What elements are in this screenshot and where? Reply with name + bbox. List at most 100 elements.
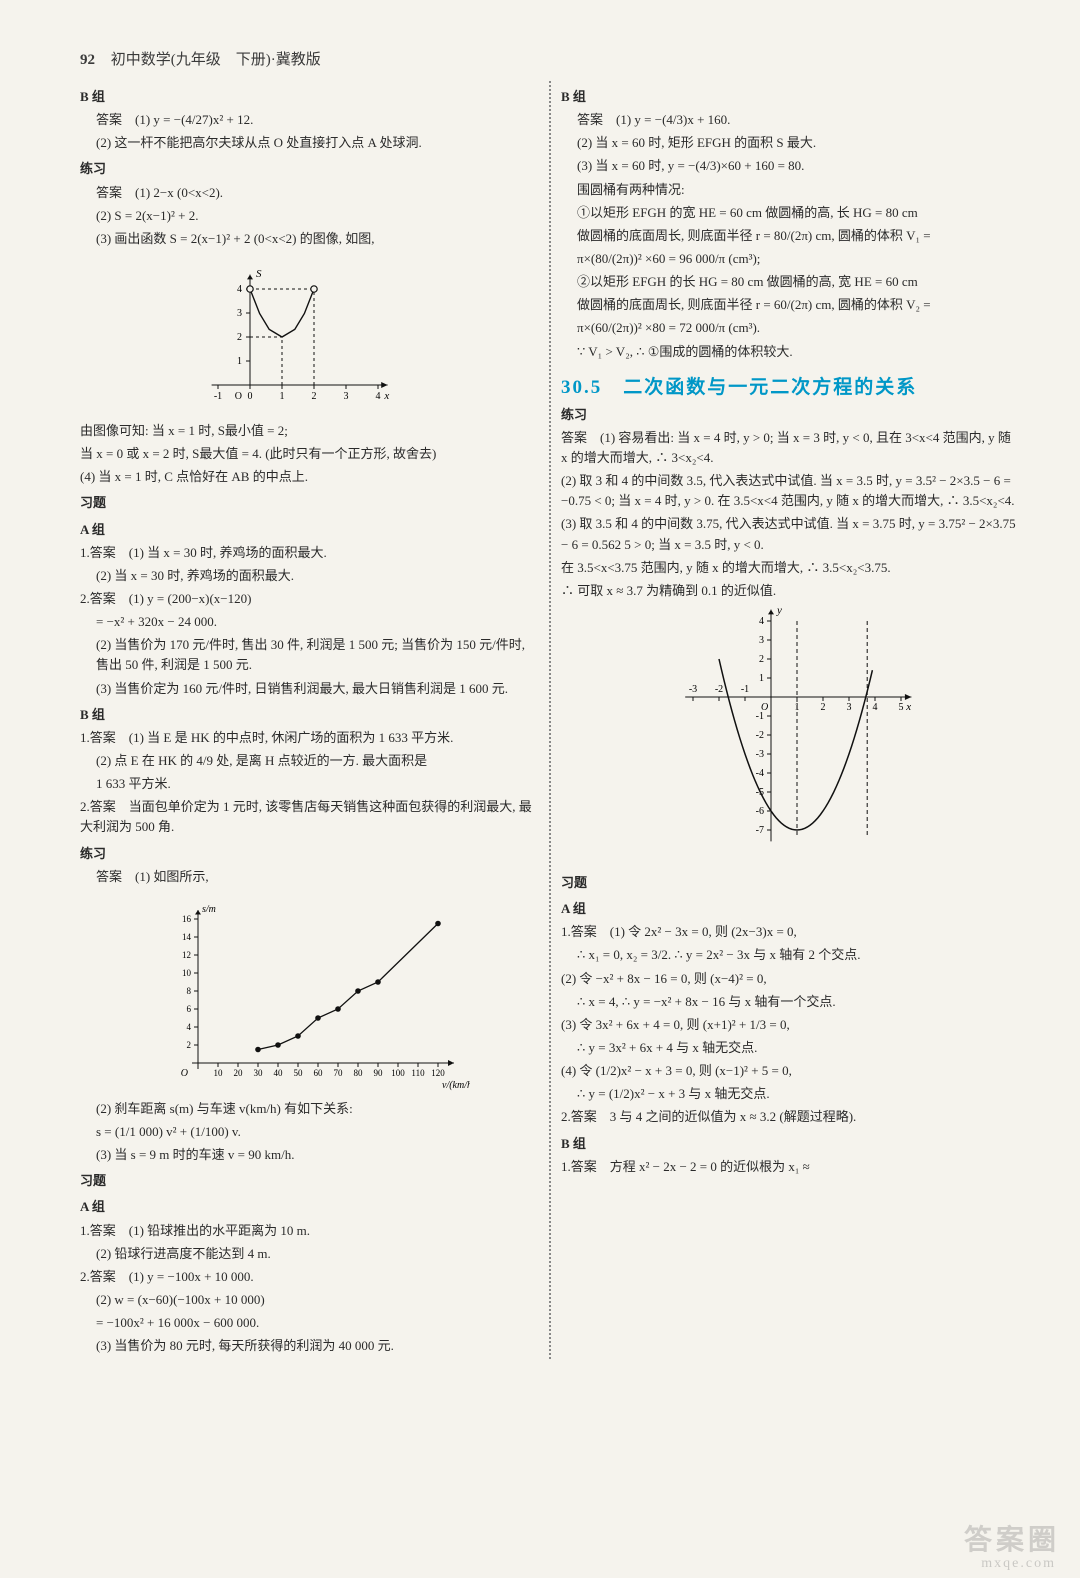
svg-text:12: 12 bbox=[182, 950, 191, 960]
figure-parabola-y: -3-2-112345-7-6-5-4-3-2-11234Oxy bbox=[561, 607, 1020, 867]
svg-text:50: 50 bbox=[293, 1068, 303, 1078]
svg-text:-3: -3 bbox=[755, 749, 763, 760]
text: (2) w = (x−60)(−100x + 10 000) bbox=[80, 1290, 539, 1310]
text: 1.答案 (1) 当 E 是 HK 的中点时, 休闲广场的面积为 1 633 平… bbox=[80, 728, 539, 748]
svg-text:16: 16 bbox=[182, 914, 192, 924]
column-divider bbox=[549, 81, 551, 1359]
left-column: B 组 答案 (1) y = −(4/27)x² + 12. (2) 这一杆不能… bbox=[80, 81, 539, 1359]
text: (2) 当 x = 60 时, 矩形 EFGH 的面积 S 最大. bbox=[561, 133, 1020, 153]
group-b-label: B 组 bbox=[80, 87, 539, 107]
svg-text:70: 70 bbox=[333, 1068, 343, 1078]
text: (2) 当售价为 170 元/件时, 售出 30 件, 利润是 1 500 元;… bbox=[80, 635, 539, 675]
group-b-label: B 组 bbox=[561, 1134, 1020, 1154]
svg-text:y: y bbox=[776, 607, 782, 616]
right-column: B 组 答案 (1) y = −(4/3)x + 160. (2) 当 x = … bbox=[561, 81, 1020, 1359]
text: 1.答案 (1) 铅球推出的水平距离为 10 m. bbox=[80, 1221, 539, 1241]
text: (3) 取 3.5 和 4 的中间数 3.75, 代入表达式中试值. 当 x =… bbox=[561, 514, 1020, 554]
text: (2) 这一杆不能把高尔夫球从点 O 处直接打入点 A 处球洞. bbox=[80, 133, 539, 153]
text: (2) 令 −x² + 8x − 16 = 0, 则 (x−4)² = 0, bbox=[561, 969, 1020, 989]
text: 2.答案 3 与 4 之间的近似值为 x ≈ 3.2 (解题过程略). bbox=[561, 1107, 1020, 1127]
svg-text:20: 20 bbox=[233, 1068, 243, 1078]
svg-text:40: 40 bbox=[273, 1068, 283, 1078]
svg-text:4: 4 bbox=[186, 1022, 191, 1032]
svg-text:3: 3 bbox=[759, 635, 764, 646]
svg-text:90: 90 bbox=[373, 1068, 383, 1078]
text: 1.答案 (1) 令 2x² − 3x = 0, 则 (2x−3)x = 0, bbox=[561, 922, 1020, 942]
svg-text:4: 4 bbox=[237, 284, 242, 295]
svg-text:30: 30 bbox=[253, 1068, 263, 1078]
svg-text:0: 0 bbox=[247, 391, 252, 402]
text: ①以矩形 EFGH 的宽 HE = 60 cm 做圆桶的高, 长 HG = 80… bbox=[561, 203, 1020, 223]
svg-text:6: 6 bbox=[186, 1004, 191, 1014]
svg-text:-7: -7 bbox=[755, 825, 763, 836]
text: 2.答案 (1) y = (200−x)(x−120) bbox=[80, 589, 539, 609]
svg-text:4: 4 bbox=[872, 702, 877, 713]
text: (4) 令 (1/2)x² − x + 3 = 0, 则 (x−1)² + 5 … bbox=[561, 1061, 1020, 1081]
figure-scatter-sv: 102030405060708090100110120246810121416O… bbox=[80, 893, 539, 1093]
svg-text:-1: -1 bbox=[740, 684, 748, 695]
text: (2) S = 2(x−1)² + 2. bbox=[80, 206, 539, 226]
svg-text:S: S bbox=[256, 268, 262, 280]
text: 答案 (1) y = −(4/27)x² + 12. bbox=[80, 110, 539, 130]
group-a-label: A 组 bbox=[80, 1197, 539, 1217]
svg-text:4: 4 bbox=[759, 616, 764, 627]
xiti-label: 习题 bbox=[561, 873, 1020, 893]
text: ∴ x = 4, ∴ y = −x² + 8x − 16 与 x 轴有一个交点. bbox=[561, 992, 1020, 1012]
svg-text:-3: -3 bbox=[688, 684, 696, 695]
svg-text:80: 80 bbox=[353, 1068, 363, 1078]
svg-text:3: 3 bbox=[343, 391, 348, 402]
svg-text:1: 1 bbox=[279, 391, 284, 402]
text: (4) 当 x = 1 时, C 点恰好在 AB 的中点上. bbox=[80, 467, 539, 487]
svg-text:x: x bbox=[905, 701, 911, 713]
text: (3) 画出函数 S = 2(x−1)² + 2 (0<x<2) 的图像, 如图… bbox=[80, 229, 539, 249]
svg-text:2: 2 bbox=[311, 391, 316, 402]
svg-text:14: 14 bbox=[182, 932, 192, 942]
svg-text:5: 5 bbox=[898, 702, 903, 713]
section-heading: 30.5 二次函数与一元二次方程的关系 bbox=[561, 372, 1020, 399]
text: (3) 当 s = 9 m 时的车速 v = 90 km/h. bbox=[80, 1145, 539, 1165]
text: ∴ x₁ = 0, x₂ = 3/2. ∴ y = 2x² − 3x 与 x 轴… bbox=[561, 945, 1020, 965]
group-a-label: A 组 bbox=[80, 520, 539, 540]
svg-text:1: 1 bbox=[237, 356, 242, 367]
svg-text:3: 3 bbox=[846, 702, 851, 713]
text: (3) 令 3x² + 6x + 4 = 0, 则 (x+1)² + 1/3 =… bbox=[561, 1015, 1020, 1035]
svg-text:10: 10 bbox=[182, 968, 192, 978]
text: 当 x = 0 或 x = 2 时, S最大值 = 4. (此时只有一个正方形,… bbox=[80, 444, 539, 464]
text: 1.答案 (1) 当 x = 30 时, 养鸡场的面积最大. bbox=[80, 543, 539, 563]
text: 围圆桶有两种情况: bbox=[561, 180, 1020, 200]
text: 答案 (1) 2−x (0<x<2). bbox=[80, 183, 539, 203]
svg-text:-2: -2 bbox=[755, 730, 763, 741]
figure-parabola-s: -1012341234xSO bbox=[80, 255, 539, 415]
xiti-label: 习题 bbox=[80, 493, 539, 513]
text: = −x² + 320x − 24 000. bbox=[80, 612, 539, 632]
watermark: 答案圈 bbox=[964, 1518, 1060, 1558]
text: ∵ V₁ > V₂, ∴ ①围成的圆桶的体积较大. bbox=[561, 342, 1020, 362]
svg-text:100: 100 bbox=[391, 1068, 405, 1078]
group-b-label: B 组 bbox=[561, 87, 1020, 107]
lianxi-label: 练习 bbox=[80, 159, 539, 179]
text: s = (1/1 000) v² + (1/100) v. bbox=[80, 1122, 539, 1142]
lianxi-label: 练习 bbox=[80, 844, 539, 864]
svg-text:-4: -4 bbox=[755, 768, 763, 779]
svg-text:-2: -2 bbox=[714, 684, 722, 695]
group-a-label: A 组 bbox=[561, 899, 1020, 919]
svg-text:v/(km/h): v/(km/h) bbox=[442, 1080, 470, 1091]
svg-text:O: O bbox=[761, 702, 768, 713]
text: 1.答案 方程 x² − 2x − 2 = 0 的近似根为 x₁ ≈ bbox=[561, 1157, 1020, 1177]
svg-text:120: 120 bbox=[431, 1068, 445, 1078]
svg-text:10: 10 bbox=[213, 1068, 223, 1078]
svg-text:2: 2 bbox=[237, 332, 242, 343]
watermark-url: mxqe.com bbox=[981, 1556, 1056, 1572]
svg-text:110: 110 bbox=[411, 1068, 425, 1078]
text: π×(60/(2π))² ×80 = 72 000/π (cm³). bbox=[561, 318, 1020, 338]
text: (2) 点 E 在 HK 的 4/9 处, 是离 H 点较近的一方. 最大面积是 bbox=[80, 751, 539, 771]
text: (3) 当售价为 80 元时, 每天所获得的利润为 40 000 元. bbox=[80, 1336, 539, 1356]
text: (2) 取 3 和 4 的中间数 3.5, 代入表达式中试值. 当 x = 3.… bbox=[561, 471, 1020, 511]
svg-text:s/m: s/m bbox=[202, 904, 216, 915]
svg-text:O: O bbox=[234, 391, 241, 402]
text: 做圆桶的底面周长, 则底面半径 r = 80/(2π) cm, 圆桶的体积 V₁… bbox=[561, 226, 1020, 246]
text: = −100x² + 16 000x − 600 000. bbox=[80, 1313, 539, 1333]
text: (2) 当 x = 30 时, 养鸡场的面积最大. bbox=[80, 566, 539, 586]
page-number: 92 bbox=[80, 52, 95, 68]
text: (3) 当 x = 60 时, y = −(4/3)×60 + 160 = 80… bbox=[561, 156, 1020, 176]
